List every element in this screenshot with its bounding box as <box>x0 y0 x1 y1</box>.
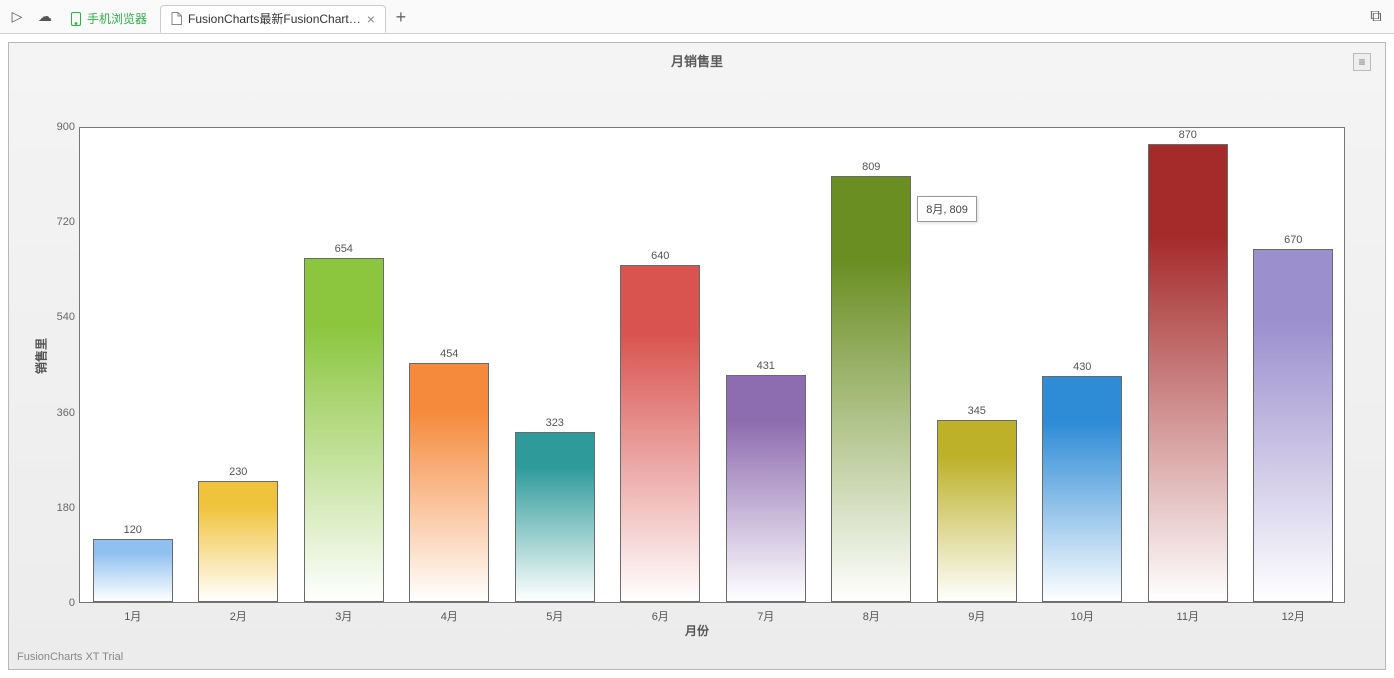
bars-layer: 1201月2302月6543月4544月3235月6406月4317月8098月… <box>80 128 1344 602</box>
tab-label: 手机浏览器 <box>87 10 147 27</box>
bar-slot: 87011月 <box>1135 128 1241 602</box>
run-button[interactable]: ▷ <box>4 4 30 30</box>
menu-icon: ≡ <box>1358 55 1365 69</box>
bar-slot: 1201月 <box>80 128 186 602</box>
tab-fusioncharts[interactable]: FusionCharts最新FusionChart… × <box>160 5 386 33</box>
y-tick-label: 540 <box>35 311 75 323</box>
bar-value-label: 670 <box>1284 234 1302 246</box>
y-tick-label: 720 <box>35 216 75 228</box>
bar[interactable]: 654 <box>304 258 384 602</box>
watermark: FusionCharts XT Trial <box>17 651 123 663</box>
y-tick-label: 180 <box>35 502 75 514</box>
bar[interactable]: 870 <box>1148 144 1228 602</box>
file-icon <box>171 12 182 25</box>
bar-slot: 6406月 <box>608 128 714 602</box>
chart-menu-button[interactable]: ≡ <box>1353 53 1371 71</box>
bar[interactable]: 230 <box>198 481 278 602</box>
bar-slot: 43010月 <box>1030 128 1136 602</box>
tab-bar: ▷ ☁ 手机浏览器 FusionCharts最新FusionChart… × +… <box>0 0 1394 34</box>
bar[interactable]: 430 <box>1042 376 1122 602</box>
bar[interactable]: 670 <box>1253 249 1333 602</box>
bar-value-label: 230 <box>229 466 247 478</box>
bar-value-label: 345 <box>968 405 986 417</box>
y-tick-label: 0 <box>35 597 75 609</box>
bar[interactable]: 345 <box>937 420 1017 602</box>
bar-value-label: 120 <box>124 524 142 536</box>
cloud-icon: ☁ <box>38 8 52 25</box>
close-icon[interactable]: × <box>367 11 375 27</box>
tab-mobile-browser[interactable]: 手机浏览器 <box>60 5 158 33</box>
bar-value-label: 654 <box>335 243 353 255</box>
chart-container: 月销售里 ≡ 销售里 1201月2302月6543月4544月3235月6406… <box>0 34 1394 678</box>
bar-slot: 8098月 <box>819 128 925 602</box>
y-tick-label: 900 <box>35 121 75 133</box>
bar-slot: 6543月 <box>291 128 397 602</box>
bar-value-label: 431 <box>757 360 775 372</box>
bar-value-label: 809 <box>862 161 880 173</box>
bar-slot: 2302月 <box>186 128 292 602</box>
bar-slot: 3459月 <box>924 128 1030 602</box>
cloud-button[interactable]: ☁ <box>32 4 58 30</box>
plus-icon: + <box>396 7 407 28</box>
tab-label: FusionCharts最新FusionChart… <box>188 10 361 27</box>
bar[interactable]: 640 <box>620 265 700 602</box>
add-tab-button[interactable]: + <box>388 5 414 31</box>
mobile-icon <box>71 12 81 26</box>
bar-slot: 67012月 <box>1241 128 1347 602</box>
chart-title: 月销售里 <box>9 43 1385 74</box>
bar-slot: 4317月 <box>713 128 819 602</box>
bar-value-label: 640 <box>651 250 669 262</box>
bar[interactable]: 120 <box>93 539 173 602</box>
bar-value-label: 870 <box>1179 129 1197 141</box>
y-tick-label: 360 <box>35 407 75 419</box>
chart-panel: 月销售里 ≡ 销售里 1201月2302月6543月4544月3235月6406… <box>8 42 1386 670</box>
bar[interactable]: 431 <box>726 375 806 602</box>
bar-slot: 3235月 <box>502 128 608 602</box>
bar-value-label: 454 <box>440 348 458 360</box>
x-axis-label: 月份 <box>9 622 1385 639</box>
bar-value-label: 430 <box>1073 361 1091 373</box>
bar[interactable]: 454 <box>409 363 489 602</box>
plot-area: 1201月2302月6543月4544月3235月6406月4317月8098月… <box>79 127 1345 603</box>
play-icon: ▷ <box>12 8 23 25</box>
bar-slot: 4544月 <box>397 128 503 602</box>
bar[interactable]: 809 <box>831 176 911 602</box>
y-axis-label: 销售里 <box>33 338 50 374</box>
panel-icon: ⧉ <box>1370 8 1381 26</box>
bar-value-label: 323 <box>546 417 564 429</box>
bar[interactable]: 323 <box>515 432 595 602</box>
panel-toggle-button[interactable]: ⧉ <box>1362 3 1390 31</box>
